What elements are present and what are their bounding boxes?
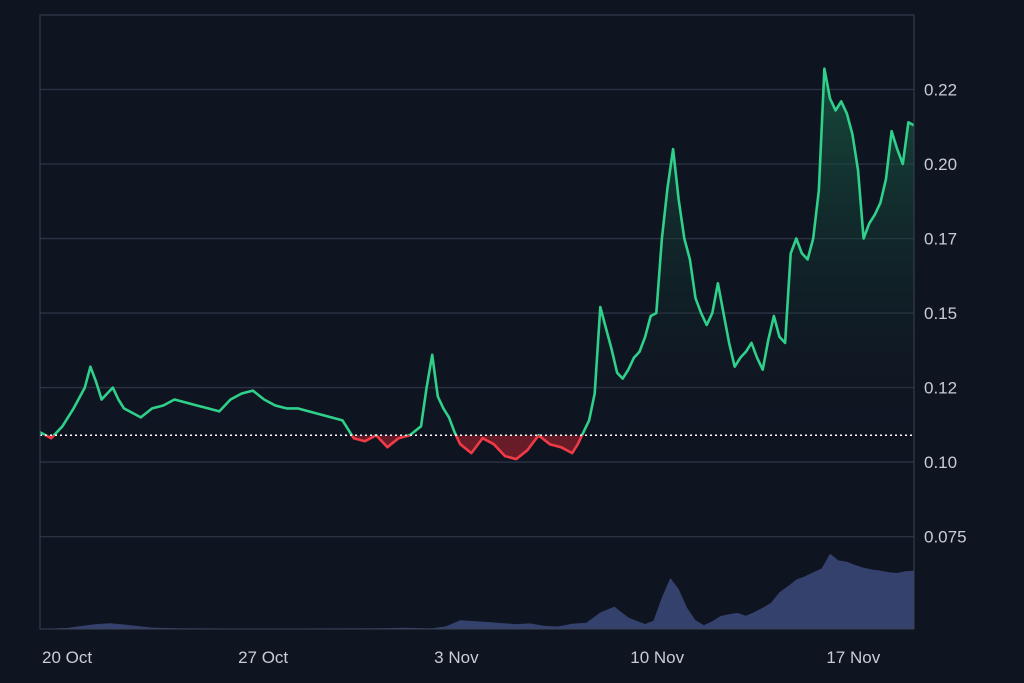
price-line [40,67,914,461]
y-tick-label: 0.20 [924,155,957,174]
y-tick-label: 0.22 [924,81,957,100]
price-area [40,68,914,460]
y-tick-label: 0.075 [924,528,967,547]
x-tick-label: 3 Nov [434,648,479,667]
x-tick-label: 17 Nov [826,648,880,667]
y-tick-label: 0.10 [924,453,957,472]
y-tick-label: 0.17 [924,230,957,249]
x-tick-label: 20 Oct [42,648,92,667]
y-axis: 0.22 0.20 0.17 0.15 0.12 0.10 0.075 [924,81,967,547]
line-up-segment [40,67,914,436]
plot-frame [39,14,915,630]
grid-lines [40,88,914,538]
y-tick-label: 0.12 [924,379,957,398]
area-above-baseline [40,68,914,436]
volume-area [40,553,914,629]
x-axis: 20 Oct 27 Oct 3 Nov 10 Nov 17 Nov [42,648,881,667]
volume-series [40,553,914,629]
area-below-baseline [40,435,914,460]
x-tick-label: 10 Nov [630,648,684,667]
y-tick-label: 0.15 [924,304,957,323]
x-tick-label: 27 Oct [238,648,288,667]
